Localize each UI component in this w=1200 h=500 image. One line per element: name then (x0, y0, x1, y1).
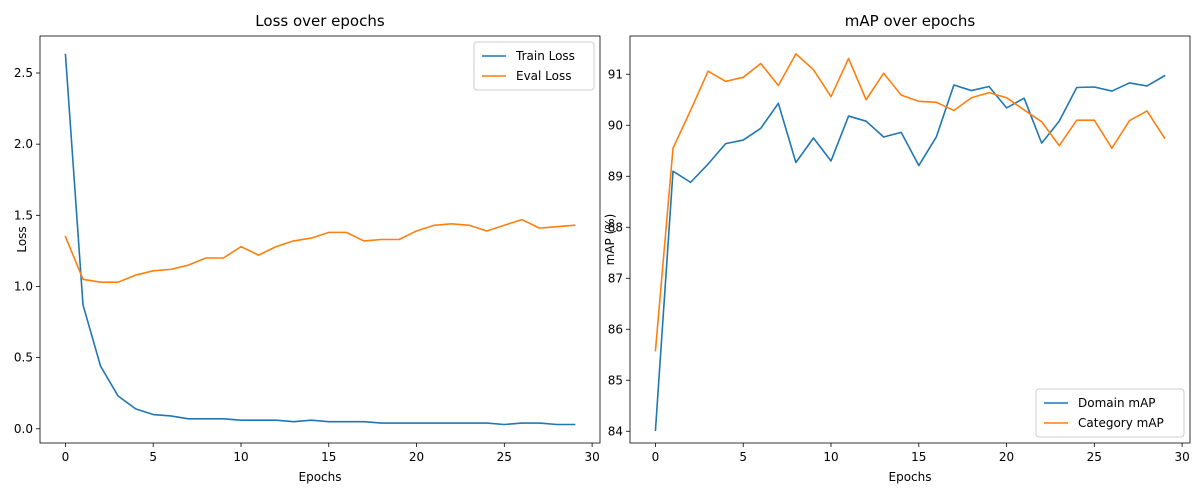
y-tick-label: 2.5 (14, 66, 33, 80)
series-line-train-loss (65, 55, 574, 425)
series-line-domain-map (655, 76, 1164, 430)
x-tick-label: 30 (584, 450, 599, 464)
y-tick-label: 1.5 (14, 208, 33, 222)
x-tick-label: 15 (321, 450, 336, 464)
y-tick-label: 87 (608, 271, 623, 285)
y-tick-label: 91 (608, 67, 623, 81)
x-tick-label: 5 (739, 450, 747, 464)
series-line-eval-loss (65, 220, 574, 283)
x-axis-label: Epochs (299, 470, 342, 484)
plot-frame (630, 36, 1190, 443)
x-tick-label: 0 (62, 450, 70, 464)
x-tick-label: 15 (911, 450, 926, 464)
y-tick-label: 86 (608, 322, 623, 336)
chart-title: mAP over epochs (845, 12, 976, 30)
y-tick-label: 85 (608, 373, 623, 387)
y-tick-label: 0.0 (14, 422, 33, 436)
y-axis-label: mAP (%) (603, 214, 617, 266)
x-axis-label: Epochs (889, 470, 932, 484)
y-tick-label: 2.0 (14, 137, 33, 151)
y-tick-label: 90 (608, 118, 623, 132)
y-tick-label: 0.5 (14, 351, 33, 365)
x-tick-label: 0 (652, 450, 660, 464)
y-tick-label: 84 (608, 424, 623, 438)
legend-label: Category mAP (1078, 416, 1164, 430)
series-line-category-map (655, 54, 1164, 351)
x-tick-label: 20 (999, 450, 1014, 464)
y-axis-label: Loss (15, 226, 29, 252)
legend-label: Domain mAP (1078, 396, 1156, 410)
x-tick-label: 10 (823, 450, 838, 464)
x-tick-label: 20 (409, 450, 424, 464)
legend: Train Loss Eval Loss (474, 42, 594, 90)
x-tick-label: 10 (233, 450, 248, 464)
x-tick-label: 25 (497, 450, 512, 464)
y-tick-label: 89 (608, 169, 623, 183)
y-tick-label: 1.0 (14, 279, 33, 293)
plot-frame (40, 36, 600, 443)
chart-title: Loss over epochs (255, 12, 385, 30)
legend-label: Train Loss (515, 49, 575, 63)
legend-label: Eval Loss (516, 69, 572, 83)
x-tick-label: 5 (149, 450, 157, 464)
legend: Domain mAP Category mAP (1036, 389, 1184, 437)
x-tick-label: 30 (1174, 450, 1189, 464)
x-tick-label: 25 (1087, 450, 1102, 464)
chart-1: 0 5 10 15 20 25 30 0.0 0.5 1.0 1.5 2.0 2.5 Loss over … (14, 12, 600, 484)
